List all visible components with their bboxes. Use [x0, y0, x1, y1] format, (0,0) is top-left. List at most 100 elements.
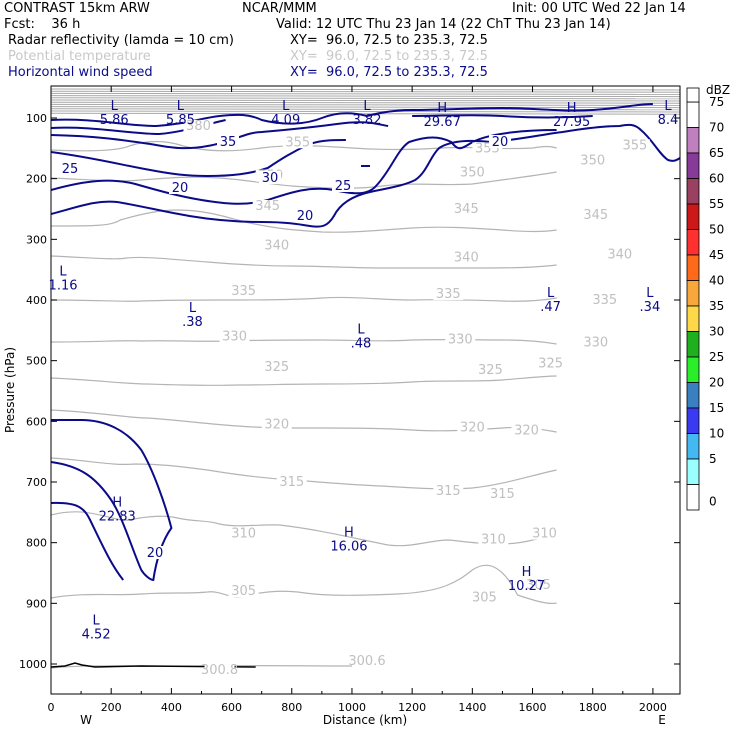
theta-label-bg — [228, 284, 259, 297]
theta-label-bg — [535, 357, 566, 370]
east-label: E — [658, 713, 666, 727]
theta-label: 340 — [454, 251, 479, 266]
theta-label: 320 — [514, 423, 539, 438]
extremum-marker: L — [363, 99, 371, 114]
theta-label: 325 — [538, 357, 563, 372]
theta-label-bg — [204, 664, 235, 677]
theta-label-bg — [433, 287, 464, 300]
theta-label: 345 — [255, 199, 280, 214]
field-xy-reflectivity: XY= 96.0, 72.5 to 235.3, 72.5 — [290, 33, 488, 48]
theta-label: 335 — [592, 293, 617, 308]
forecast-hour: Fcst: 36 h — [4, 17, 81, 32]
theta-label-bg — [478, 533, 509, 546]
extremum-value: 5.85 — [166, 113, 195, 128]
theta-label: 345 — [583, 208, 608, 223]
theta-label: 300.8 — [201, 663, 238, 678]
ground-surface-line — [50, 662, 256, 668]
theta-line-350 — [51, 171, 557, 189]
extremum-marker: L — [177, 99, 185, 114]
theta-label: 325 — [478, 363, 503, 378]
theta-label: 310 — [231, 527, 256, 542]
colorbar-label: 15 — [709, 401, 724, 415]
field-xy-wind: XY= 96.0, 72.5 to 235.3, 72.5 — [290, 65, 488, 80]
theta-line-345 — [51, 209, 557, 233]
extremum-value: .38 — [182, 315, 203, 330]
wind-contour-label: 20 — [147, 546, 164, 561]
extremum-value: 22.83 — [99, 509, 136, 524]
theta-label-bg — [475, 363, 506, 376]
colorbar-top-swatch — [686, 87, 700, 103]
extremum-marker: L — [93, 614, 101, 629]
strat-isentrope — [51, 90, 680, 94]
extremum-marker: H — [344, 526, 354, 541]
extremum-marker: L — [357, 322, 365, 337]
extremum-marker: H — [522, 565, 532, 580]
theta-label-bg — [433, 485, 464, 498]
wind-label-bg — [169, 181, 191, 194]
y-tick-label: 800 — [26, 537, 47, 550]
strat-isentrope — [51, 88, 680, 91]
plot-frame — [50, 85, 681, 695]
theta-label-bg — [511, 424, 542, 437]
wind-contour-top-3 — [366, 103, 653, 117]
y-tick-label: 300 — [26, 233, 47, 246]
extremum-marker: L — [111, 99, 119, 114]
colorbar-label: 50 — [709, 223, 724, 237]
theta-line-325 — [51, 375, 557, 387]
theta-label: 310 — [481, 533, 506, 548]
colorbar-swatch — [686, 331, 700, 358]
field-xy-theta: XY= 96.0, 72.5 to 235.3, 72.5 — [290, 49, 488, 64]
theta-label: 340 — [607, 248, 632, 263]
colorbar-swatch — [686, 178, 700, 205]
theta-label-bg — [219, 330, 250, 343]
theta-line-330 — [51, 338, 557, 345]
valid-time: Valid: 12 UTC Thu 23 Jan 14 (22 ChT Thu … — [276, 17, 611, 32]
theta-line-355 — [51, 140, 557, 152]
theta-label: 335 — [436, 287, 461, 302]
wind-contour-label: 25 — [62, 162, 79, 177]
x-tick-label: 800 — [281, 701, 302, 714]
extremum-value: 8.4 — [658, 113, 679, 128]
model-title: CONTRAST 15km ARW — [4, 1, 150, 16]
theta-label: 330 — [583, 336, 608, 351]
wind-label-bg — [259, 171, 281, 184]
theta-label: 350 — [460, 166, 485, 181]
wind-label-bg — [217, 135, 239, 148]
theta-label: 320 — [460, 420, 485, 435]
wind-contour-20-lower-inner — [51, 501, 124, 581]
field-label-reflectivity: Radar reflectivity (lamda = 10 cm) — [8, 33, 234, 48]
wind-contour-20-upper — [51, 123, 680, 228]
theta-line-305 — [51, 564, 557, 605]
extremum-marker: H — [112, 495, 122, 510]
x-tick-label: 1000 — [338, 701, 366, 714]
y-tick-label: 500 — [26, 355, 47, 368]
wind-label-bg — [59, 162, 81, 175]
y-tick-label: 1000 — [19, 658, 47, 671]
theta-label-bg — [451, 251, 482, 264]
theta-label-bg — [469, 591, 500, 604]
theta-line-320 — [51, 409, 557, 433]
extremum-marker: L — [282, 99, 290, 114]
x-tick-label: 200 — [101, 701, 122, 714]
wind-contour-top-1 — [51, 112, 368, 128]
strat-isentrope — [51, 92, 680, 96]
y-tick-label: 100 — [26, 112, 47, 125]
theta-label-bg — [457, 166, 488, 179]
colorbar-swatch — [686, 152, 700, 179]
theta-label-bg — [276, 476, 307, 489]
colorbar-swatch — [686, 484, 700, 511]
theta-label-bg — [457, 421, 488, 434]
colorbar-swatch — [686, 407, 700, 434]
extremum-marker: H — [437, 101, 447, 116]
wind-label-bg — [294, 209, 316, 222]
wind-contour-label: 35 — [220, 135, 237, 150]
theta-label: 300.6 — [348, 654, 385, 669]
theta-label: 305 — [526, 578, 551, 593]
theta-line-340 — [51, 255, 557, 269]
wind-contour-label: 30 — [262, 171, 279, 186]
colorbar-label: 25 — [709, 350, 724, 364]
theta-label: 355 — [622, 138, 647, 153]
x-tick-label: 1600 — [519, 701, 547, 714]
colorbar-swatch — [686, 203, 700, 230]
